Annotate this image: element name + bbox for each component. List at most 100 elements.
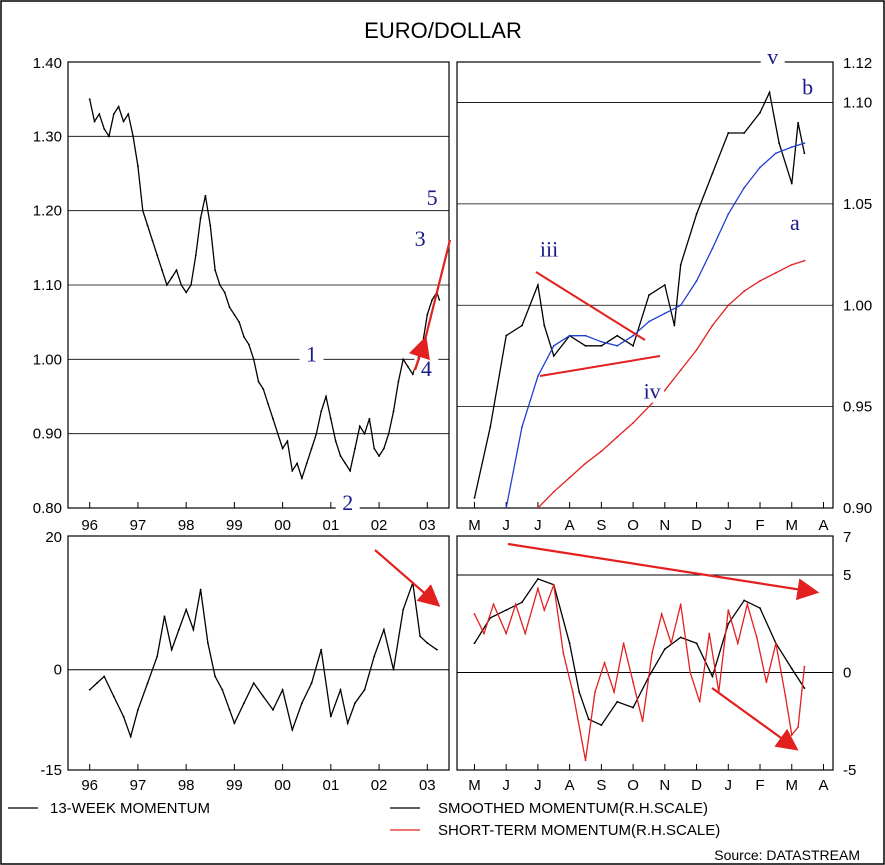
momentum_13w-y-tick-label: 20 <box>45 529 62 546</box>
price_daily-wave-label-bg <box>795 76 820 99</box>
price_daily-x-tick-label: A <box>818 517 828 534</box>
price_weekly-data-point <box>392 410 395 413</box>
price_daily-data-point <box>648 405 650 408</box>
price_daily-data-point <box>679 263 682 266</box>
price_daily-data-point <box>759 280 761 282</box>
price_daily-data-point <box>743 186 746 189</box>
momentum_13w-data-point <box>291 728 294 731</box>
price_weekly-data-point <box>397 380 400 383</box>
momentum_daily-data-point <box>790 734 793 736</box>
price_daily-data-point <box>679 369 682 372</box>
momentum_13w-data-point <box>402 608 405 611</box>
price_weekly-data-point <box>219 284 221 286</box>
price_daily-wave-label: a <box>790 210 800 235</box>
price_weekly-data-point <box>146 224 149 227</box>
momentum_daily-data-point <box>736 642 739 645</box>
momentum_daily-data-point <box>587 718 590 721</box>
momentum_13w-data-point <box>320 648 323 651</box>
momentum_daily-data-point <box>695 642 698 645</box>
momentum-arrow-top <box>507 542 820 601</box>
price_weekly-wave-label-bg <box>335 492 360 514</box>
price_daily-data-point <box>648 294 650 297</box>
price_weekly-y-tick-label: 0.90 <box>33 426 62 443</box>
price_weekly-data-point <box>204 194 207 197</box>
price_weekly-data-point <box>431 298 434 301</box>
price_weekly-data-point <box>185 291 188 294</box>
momentum_daily-data-point <box>743 599 746 602</box>
price_daily-data-point <box>584 344 587 347</box>
price_daily-data-point <box>616 334 619 337</box>
price_daily-data-point <box>584 334 587 337</box>
momentum_daily-x-tick-label: F <box>755 777 764 794</box>
momentum_13w-x-tick-label: 03 <box>419 777 436 794</box>
momentum_daily-data-point <box>568 642 571 645</box>
price_weekly-data-point <box>243 336 245 338</box>
price_weekly-data-point <box>117 105 120 108</box>
price_daily-data-point <box>797 121 799 124</box>
price_weekly-data-point <box>194 254 197 257</box>
momentum_daily-data-point <box>594 691 596 693</box>
momentum_daily-data-point <box>727 622 730 625</box>
price_weekly-data-point <box>315 432 318 435</box>
price_weekly-data-point <box>368 417 371 420</box>
momentum_daily-data-point <box>651 652 654 654</box>
momentum_13w-y-tick-label: 0 <box>54 662 62 679</box>
momentum_13w-data-point <box>426 642 429 644</box>
momentum_13w-data-point <box>272 708 274 711</box>
price_daily-wave-label-bg <box>537 238 562 261</box>
price_daily-data-point <box>679 304 682 307</box>
price_daily-wave-label-bg <box>640 380 665 403</box>
price_daily-data-point <box>600 450 603 453</box>
momentum_13w-data-point <box>206 642 209 644</box>
price_daily-data-point <box>648 320 650 323</box>
momentum_13w-data-point <box>163 615 166 618</box>
momentum_daily-x-tick-label: N <box>659 777 670 794</box>
price_daily-data-point <box>768 91 771 94</box>
price_daily-x-tick-label: J <box>534 517 542 534</box>
price_daily-data-point <box>711 172 714 175</box>
legend-short: SHORT-TERM MOMENTUM(R.H.SCALE) <box>438 822 720 839</box>
price_daily-data-point <box>803 259 806 262</box>
price_weekly-data-point <box>349 469 352 472</box>
price_weekly-x-tick-label: 01 <box>322 517 339 534</box>
price_weekly-data-point <box>267 403 270 405</box>
price_weekly-data-point <box>233 313 236 316</box>
legend-13w: 13-WEEK MOMENTUM <box>50 800 210 817</box>
momentum_daily-data-point <box>663 648 666 650</box>
price_weekly-data-point <box>272 417 274 420</box>
price_weekly-wave-label-bg <box>408 228 433 251</box>
triangle-lower-line <box>539 355 661 377</box>
price_weekly-data-point <box>438 298 441 301</box>
momentum_13w-data-point <box>382 628 385 631</box>
panel-bottom-right: -5 0 5 7 M J J A S O N D J F M A <box>456 529 856 794</box>
panel-bottom-left: -15 0 20 96 97 98 99 00 01 02 03 <box>40 529 450 794</box>
price_weekly-wave-label: 4 <box>421 356 432 381</box>
momentum_daily-data-point <box>473 613 476 615</box>
price_daily-x-tick-label: D <box>691 517 702 534</box>
price_weekly-data-point <box>281 447 284 450</box>
price_weekly-data-point <box>190 284 192 286</box>
price_weekly-data-point <box>407 365 409 368</box>
price_weekly-data-point <box>354 447 356 450</box>
momentum_13w-data-point <box>129 735 132 738</box>
price_weekly-wave-label: 3 <box>415 226 426 251</box>
price_daily-data-point <box>600 340 603 343</box>
price_daily-wave-label: iii <box>540 237 558 262</box>
momentum_daily-x-tick-label: S <box>596 777 606 794</box>
momentum_daily-data-point <box>708 632 711 635</box>
price_weekly-y-tick-label: 0.80 <box>33 500 62 517</box>
panel-top-left: 0.80 0.90 1.00 1.10 1.20 1.30 1.40 96 97 98 99 00 01… <box>33 55 450 534</box>
price_weekly-data-point <box>122 120 125 123</box>
price_daily-y-tick-label: 1.00 <box>843 297 872 314</box>
legend-smoothed: SMOOTHED MOMENTUM(R.H.SCALE) <box>438 800 708 817</box>
momentum_daily-data-point <box>803 665 806 668</box>
price_weekly-data-point <box>127 113 130 115</box>
momentum_13w-data-point <box>156 655 159 658</box>
price_daily-data-point <box>695 213 698 215</box>
momentum_13w-data-point <box>96 682 98 684</box>
momentum_daily-data-point <box>632 681 635 684</box>
price_weekly-data-point <box>228 306 231 309</box>
momentum_13w-data-point <box>339 688 342 691</box>
price_daily-data-point <box>743 132 746 134</box>
